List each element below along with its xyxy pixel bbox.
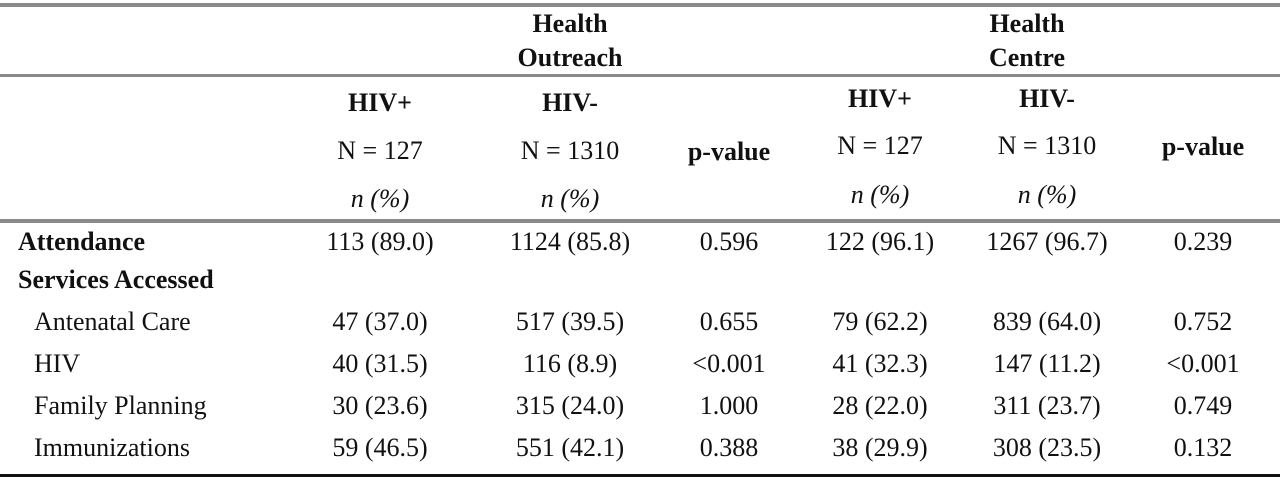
table-cell: 59 (46.5): [332, 433, 428, 462]
row-label: Family Planning: [34, 391, 207, 420]
table-cell: 517 (39.5): [515, 307, 625, 336]
subheader-outreach-pvalue: p-value: [687, 137, 771, 166]
table-cell: 28 (22.0): [832, 391, 928, 420]
subheader-centre-hivpos: HIV+: [848, 84, 912, 113]
group-header-outreach-line1: Health: [532, 9, 608, 38]
row-label: HIV: [34, 349, 81, 378]
group-header-outreach-line2: Outreach: [517, 43, 623, 72]
subheader-centre-hivneg-unit: n (%): [1017, 180, 1077, 209]
table-cell: 0.132: [1173, 433, 1233, 462]
table-cell: 38 (29.9): [832, 433, 928, 462]
table-cell: 308 (23.5): [992, 433, 1102, 462]
subheader-centre-pvalue: p-value: [1161, 132, 1245, 161]
subheader-outreach-hivpos-unit: n (%): [350, 184, 410, 213]
table-cell: 47 (37.0): [332, 307, 428, 336]
table-cell: 839 (64.0): [992, 307, 1102, 336]
table-cell: 122 (96.1): [825, 227, 935, 256]
table-cell: 1.000: [699, 391, 759, 420]
table-cell: 0.752: [1173, 307, 1233, 336]
table-cell: 30 (23.6): [332, 391, 428, 420]
table-cell: 147 (11.2): [993, 349, 1101, 378]
subheader-outreach-hivneg-unit: n (%): [540, 184, 600, 213]
table-cell: 315 (24.0): [515, 391, 625, 420]
header-body-rule: [0, 219, 1280, 223]
subheader-centre-hivpos-unit: n (%): [850, 180, 910, 209]
subheader-outreach-hivpos: HIV+: [348, 88, 412, 117]
table-cell: 0.749: [1173, 391, 1233, 420]
row-label: Immunizations: [34, 433, 190, 462]
row-label: Services Accessed: [18, 265, 214, 294]
row-label: Attendance: [18, 227, 146, 256]
group-header-centre-line1: Health: [989, 9, 1065, 38]
table-cell: 79 (62.2): [832, 307, 928, 336]
table-cell: 0.596: [699, 227, 759, 256]
table-cell: 551 (42.1): [515, 433, 625, 462]
table-cell: 0.655: [699, 307, 759, 336]
table-cell: 1267 (96.7): [986, 227, 1108, 256]
table-cell: 0.239: [1173, 227, 1233, 256]
table-cell: 116 (8.9): [522, 349, 618, 378]
subheader-centre-hivneg-n: N = 1310: [997, 131, 1097, 160]
table-cell: 40 (31.5): [332, 349, 428, 378]
subheader-outreach-hivpos-n: N = 127: [337, 136, 423, 165]
table-cell: 1124 (85.8): [509, 227, 631, 256]
table-cell: 41 (32.3): [832, 349, 928, 378]
top-rule: [0, 3, 1280, 7]
table-cell: <0.001: [692, 349, 766, 378]
subheader-outreach-hivneg: HIV-: [542, 88, 598, 117]
group-header-rule: [0, 74, 1280, 77]
table-cell: <0.001: [1166, 349, 1240, 378]
row-label: Antenatal Care: [34, 307, 191, 336]
table-cell: 113 (89.0): [326, 227, 434, 256]
subheader-centre-hivpos-n: N = 127: [837, 131, 923, 160]
subheader-centre-hivneg: HIV-: [1019, 84, 1075, 113]
table-cell: 0.388: [699, 433, 759, 462]
table-cell: 311 (23.7): [993, 391, 1101, 420]
bottom-rule: [0, 474, 1280, 477]
group-header-centre-line2: Centre: [988, 43, 1066, 72]
subheader-outreach-hivneg-n: N = 1310: [520, 136, 620, 165]
